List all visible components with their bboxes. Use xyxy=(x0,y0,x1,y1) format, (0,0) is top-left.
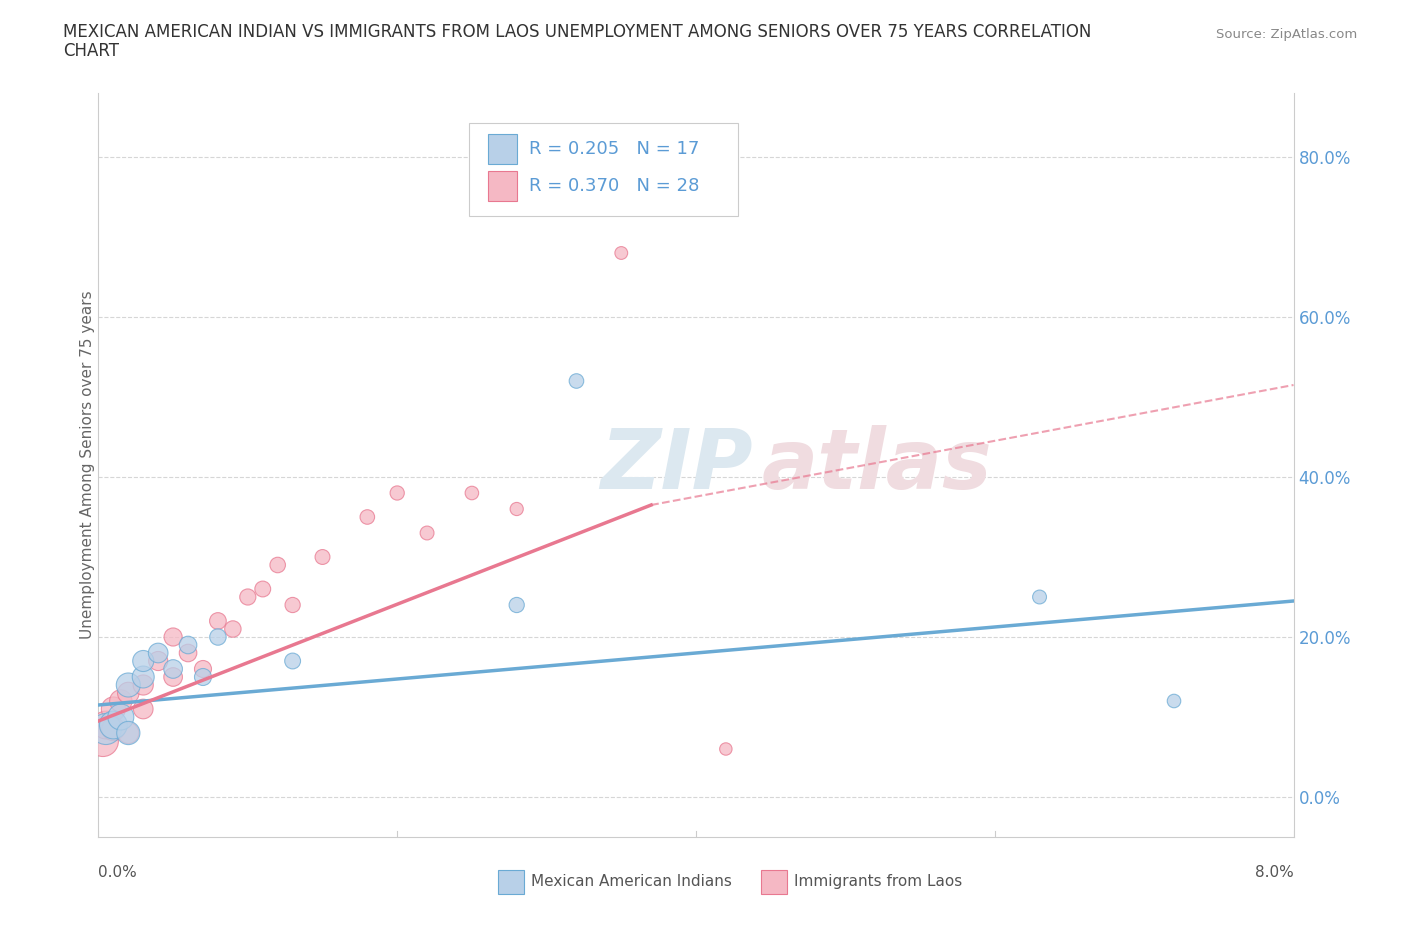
Text: Source: ZipAtlas.com: Source: ZipAtlas.com xyxy=(1216,28,1357,41)
Point xyxy=(506,501,529,516)
Point xyxy=(162,670,184,684)
Point xyxy=(356,510,378,525)
Point xyxy=(117,725,139,740)
Point xyxy=(207,630,229,644)
Point xyxy=(162,661,184,676)
Point xyxy=(177,645,200,660)
FancyBboxPatch shape xyxy=(488,134,517,164)
FancyBboxPatch shape xyxy=(761,870,787,894)
Point xyxy=(132,670,155,684)
Point xyxy=(714,741,737,756)
Point xyxy=(94,722,117,737)
Point xyxy=(103,701,125,716)
Point xyxy=(281,598,304,613)
Text: 8.0%: 8.0% xyxy=(1254,865,1294,880)
Point xyxy=(311,550,333,565)
Point xyxy=(1163,694,1185,709)
Point xyxy=(191,661,214,676)
Point xyxy=(252,581,274,596)
Text: R = 0.370   N = 28: R = 0.370 N = 28 xyxy=(529,177,699,195)
Point xyxy=(103,722,125,737)
Point xyxy=(281,654,304,669)
Point xyxy=(117,725,139,740)
Point xyxy=(267,558,290,573)
FancyBboxPatch shape xyxy=(498,870,524,894)
Point xyxy=(110,710,132,724)
Point xyxy=(385,485,409,500)
Point xyxy=(506,598,529,613)
Point xyxy=(565,374,588,389)
Text: Mexican American Indians: Mexican American Indians xyxy=(531,874,733,889)
Text: MEXICAN AMERICAN INDIAN VS IMMIGRANTS FROM LAOS UNEMPLOYMENT AMONG SENIORS OVER : MEXICAN AMERICAN INDIAN VS IMMIGRANTS FR… xyxy=(63,23,1091,41)
Point xyxy=(236,590,259,604)
Point xyxy=(110,694,132,709)
Point xyxy=(1028,590,1050,604)
FancyBboxPatch shape xyxy=(488,171,517,201)
Point xyxy=(610,246,633,260)
Point xyxy=(132,701,155,716)
Point xyxy=(207,614,229,629)
Point xyxy=(148,645,170,660)
Text: 0.0%: 0.0% xyxy=(98,865,138,880)
Point xyxy=(132,678,155,693)
Point xyxy=(162,630,184,644)
Point xyxy=(148,654,170,669)
Point xyxy=(461,485,484,500)
Text: CHART: CHART xyxy=(63,42,120,60)
Text: ZIP: ZIP xyxy=(600,424,754,506)
Y-axis label: Unemployment Among Seniors over 75 years: Unemployment Among Seniors over 75 years xyxy=(80,291,94,639)
Text: atlas: atlas xyxy=(762,424,993,506)
Point xyxy=(117,685,139,700)
Point xyxy=(132,654,155,669)
Point xyxy=(91,734,114,749)
Point xyxy=(177,638,200,653)
Point xyxy=(94,718,117,733)
Point xyxy=(416,525,439,540)
Point xyxy=(103,718,125,733)
Text: R = 0.205   N = 17: R = 0.205 N = 17 xyxy=(529,140,699,158)
Point xyxy=(117,678,139,693)
Text: Immigrants from Laos: Immigrants from Laos xyxy=(794,874,962,889)
Point xyxy=(222,621,245,636)
FancyBboxPatch shape xyxy=(470,123,738,216)
Point xyxy=(191,670,214,684)
